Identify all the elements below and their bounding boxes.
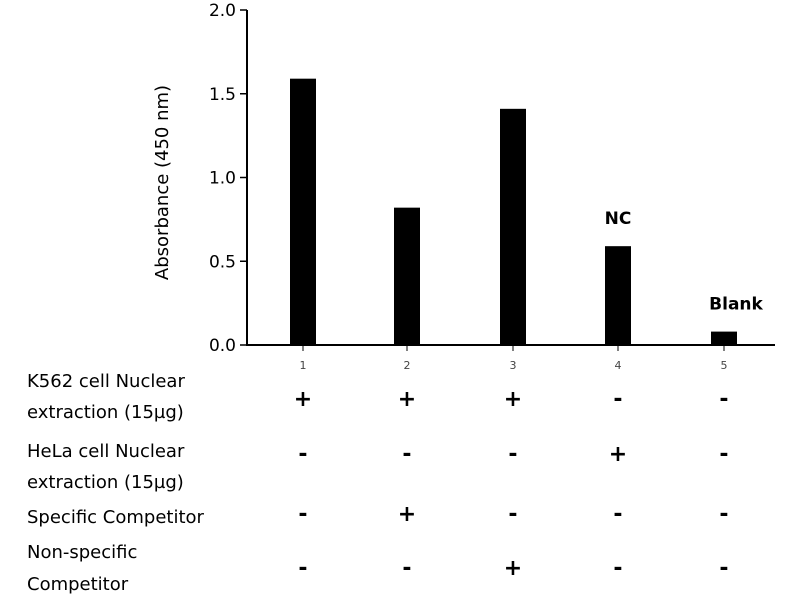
minus-sign: - xyxy=(613,556,623,581)
condition-label: extraction (15µg) xyxy=(27,472,184,493)
plus-sign: + xyxy=(608,442,628,467)
y-tick-label: 1.5 xyxy=(209,85,236,105)
y-axis-label: Absorbance (450 nm) xyxy=(152,85,173,280)
minus-sign: - xyxy=(613,502,623,527)
y-tick-label: 0.5 xyxy=(209,252,236,272)
minus-sign: - xyxy=(719,442,729,467)
x-tick-label: 3 xyxy=(510,359,517,370)
minus-sign: - xyxy=(508,442,518,467)
annotation-blank: Blank xyxy=(709,295,763,315)
minus-sign: - xyxy=(508,502,518,527)
bar-5 xyxy=(711,331,737,345)
plus-sign: + xyxy=(397,387,417,412)
bar-2 xyxy=(394,207,420,345)
bar-chart: 0.0 0.5 1.0 1.5 2.0 Absorbance (450 nm) 1 2 3 4 5 N… xyxy=(152,1,775,370)
plus-sign: + xyxy=(503,387,523,412)
x-tick-label: 1 xyxy=(300,359,307,370)
condition-label: Non-specific xyxy=(27,542,138,563)
minus-sign: - xyxy=(298,442,308,467)
y-tick-label: 0.0 xyxy=(209,336,236,356)
y-tick-label: 1.0 xyxy=(209,169,236,189)
y-tick-label: 2.0 xyxy=(209,1,236,21)
minus-sign: - xyxy=(402,556,412,581)
minus-sign: - xyxy=(613,387,623,412)
minus-sign: - xyxy=(719,387,729,412)
condition-label: HeLa cell Nuclear xyxy=(27,441,185,462)
plus-sign: + xyxy=(293,387,313,412)
minus-sign: - xyxy=(719,556,729,581)
plus-sign: + xyxy=(397,502,417,527)
condition-label: K562 cell Nuclear xyxy=(27,371,185,392)
condition-label: extraction (15µg) xyxy=(27,402,184,423)
minus-sign: - xyxy=(298,502,308,527)
condition-label: Competitor xyxy=(27,574,129,595)
x-tick-label: 2 xyxy=(404,359,411,370)
plus-sign: + xyxy=(503,556,523,581)
condition-label: Specific Competitor xyxy=(27,507,204,528)
annotation-nc: NC xyxy=(605,209,632,229)
minus-sign: - xyxy=(719,502,729,527)
x-tick-label: 4 xyxy=(615,359,622,370)
bar-4 xyxy=(605,246,631,345)
minus-sign: - xyxy=(298,556,308,581)
x-tick-label: 5 xyxy=(721,359,728,370)
bar-3 xyxy=(500,108,526,345)
minus-sign: - xyxy=(402,442,412,467)
bar-1 xyxy=(290,78,316,346)
